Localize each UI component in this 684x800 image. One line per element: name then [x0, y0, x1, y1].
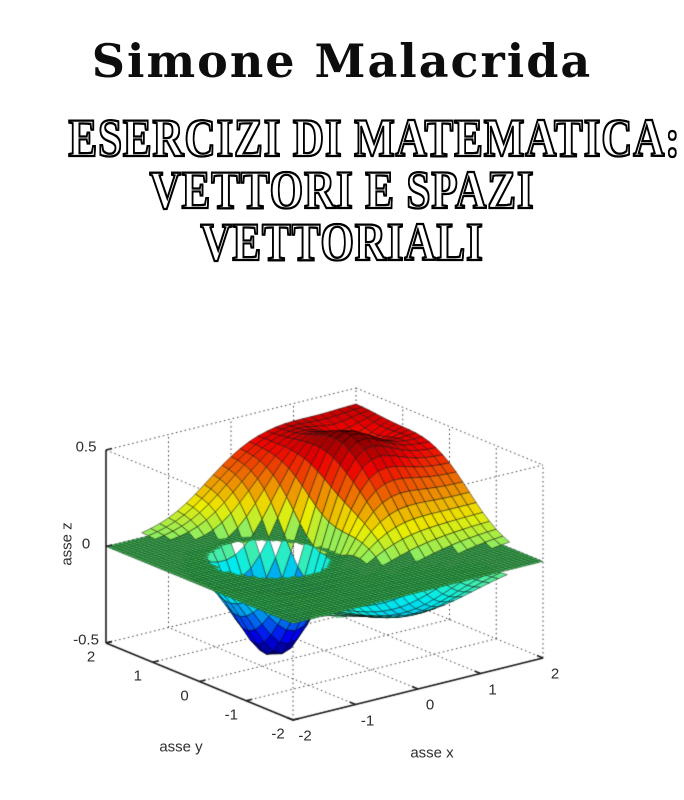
z-tick-label: 0.5: [75, 438, 97, 456]
y-axis-label: asse y: [159, 738, 203, 756]
z-axis-label: asse z: [58, 522, 76, 566]
y-tick-label: -1: [224, 706, 238, 724]
x-tick-label: 2: [550, 665, 560, 683]
y-tick-label: -2: [271, 725, 285, 743]
x-tick-label: 0: [425, 696, 435, 714]
y-tick-label: 2: [86, 648, 96, 666]
x-tick-label: 1: [488, 681, 497, 698]
x-tick-label: -2: [298, 727, 312, 745]
z-tick-label: 0: [81, 535, 91, 552]
x-tick-label: -1: [360, 712, 375, 729]
y-tick-label: 1: [133, 667, 142, 685]
x-axis-label: asse x: [410, 744, 454, 762]
z-tick-label: -0.5: [73, 631, 99, 649]
y-tick-label: 0: [180, 687, 189, 704]
